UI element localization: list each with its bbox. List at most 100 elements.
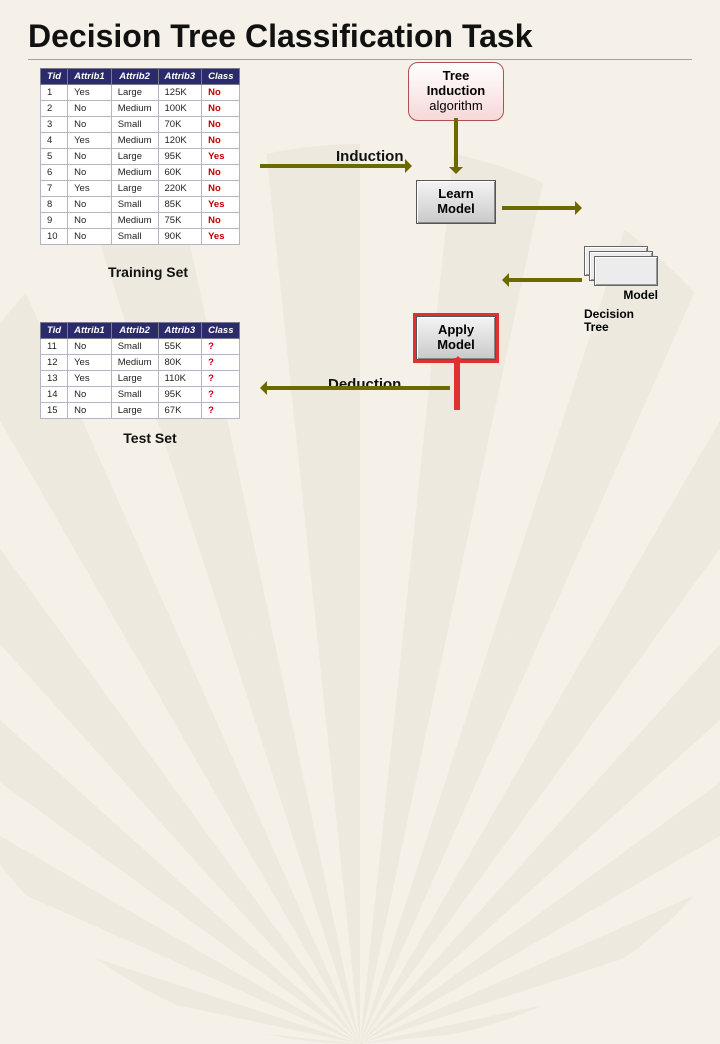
col-header: Tid	[41, 323, 68, 339]
cell: Medium	[111, 355, 158, 371]
cell: 95K	[158, 387, 202, 403]
cell: Yes	[202, 149, 240, 165]
cell: No	[202, 133, 240, 149]
induction-label: Induction	[336, 148, 404, 165]
cell: Yes	[68, 133, 112, 149]
cell: 8	[41, 197, 68, 213]
title-rule	[28, 59, 692, 60]
table-row: 7YesLarge220KNo	[41, 181, 240, 197]
cell: 100K	[158, 101, 202, 117]
cell: Large	[111, 181, 158, 197]
cell: 95K	[158, 149, 202, 165]
cell: Large	[111, 371, 158, 387]
cell: 10	[41, 229, 68, 245]
cell: 75K	[158, 213, 202, 229]
table-row: 3NoSmall70KNo	[41, 117, 240, 133]
cell: ?	[202, 355, 240, 371]
learn-model-box: Learn Model	[416, 180, 496, 224]
cell: No	[202, 101, 240, 117]
cell: ?	[202, 387, 240, 403]
col-header: Attrib1	[68, 323, 112, 339]
slide-title: Decision Tree Classification Task	[28, 18, 692, 55]
table-row: 5NoLarge95KYes	[41, 149, 240, 165]
model-label: Model	[623, 288, 658, 302]
arrow-algo-to-learn	[454, 118, 458, 172]
cell: No	[68, 229, 112, 245]
cell: 2	[41, 101, 68, 117]
cell: 110K	[158, 371, 202, 387]
cell: 3	[41, 117, 68, 133]
model-card	[594, 256, 658, 286]
table-row: 11NoSmall55K?	[41, 339, 240, 355]
note-line2: Tree	[584, 321, 634, 334]
cell: No	[202, 181, 240, 197]
cell: ?	[202, 403, 240, 419]
table-row: 10NoSmall90KYes	[41, 229, 240, 245]
col-header: Tid	[41, 69, 68, 85]
cell: No	[68, 197, 112, 213]
cell: 1	[41, 85, 68, 101]
table-row: 6NoMedium60KNo	[41, 165, 240, 181]
cell: Small	[111, 339, 158, 355]
cell: No	[202, 117, 240, 133]
cell: Medium	[111, 133, 158, 149]
col-header: Class	[202, 323, 240, 339]
table-row: 1YesLarge125KNo	[41, 85, 240, 101]
learn-line2: Model	[427, 202, 485, 217]
cell: Large	[111, 403, 158, 419]
table-row: 15NoLarge67K?	[41, 403, 240, 419]
cell: Small	[111, 197, 158, 213]
cell: Yes	[202, 229, 240, 245]
cell: 55K	[158, 339, 202, 355]
cell: No	[68, 213, 112, 229]
col-header: Attrib1	[68, 69, 112, 85]
cell: No	[68, 403, 112, 419]
col-header: Attrib2	[111, 323, 158, 339]
cell: No	[68, 387, 112, 403]
arrow-learn-to-model	[502, 206, 580, 210]
cell: 220K	[158, 181, 202, 197]
cell: Yes	[202, 197, 240, 213]
cell: 11	[41, 339, 68, 355]
cell: 85K	[158, 197, 202, 213]
col-header: Attrib2	[111, 69, 158, 85]
cell: Medium	[111, 213, 158, 229]
arrow-red-up-to-apply	[454, 358, 460, 410]
cell: 13	[41, 371, 68, 387]
cell: 67K	[158, 403, 202, 419]
diagram-stage: TidAttrib1Attrib2Attrib3Class1YesLarge12…	[28, 68, 692, 508]
cell: 7	[41, 181, 68, 197]
tree-induction-algorithm-box: Tree Induction algorithm	[408, 62, 504, 121]
cell: Large	[111, 85, 158, 101]
arrow-model-to-apply	[504, 278, 582, 282]
cell: 5	[41, 149, 68, 165]
cell: 60K	[158, 165, 202, 181]
test-caption: Test Set	[110, 430, 190, 446]
cell: No	[202, 213, 240, 229]
cell: Yes	[68, 181, 112, 197]
col-header: Attrib3	[158, 323, 202, 339]
cell: 12	[41, 355, 68, 371]
table-row: 12YesMedium80K?	[41, 355, 240, 371]
cell: Small	[111, 387, 158, 403]
apply-line1: Apply	[427, 323, 485, 338]
cell: Small	[111, 117, 158, 133]
decision-tree-note: Decision Tree	[584, 308, 634, 334]
cell: 120K	[158, 133, 202, 149]
algo-line1: Tree	[419, 69, 493, 84]
table-row: 14NoSmall95K?	[41, 387, 240, 403]
training-caption: Training Set	[98, 264, 198, 280]
col-header: Class	[202, 69, 240, 85]
cell: ?	[202, 339, 240, 355]
cell: No	[68, 339, 112, 355]
table-row: 13YesLarge110K?	[41, 371, 240, 387]
cell: No	[202, 85, 240, 101]
cell: No	[68, 101, 112, 117]
cell: 80K	[158, 355, 202, 371]
cell: No	[68, 165, 112, 181]
test-table: TidAttrib1Attrib2Attrib3Class11NoSmall55…	[40, 322, 240, 419]
model-stack: Model	[584, 246, 658, 286]
cell: 9	[41, 213, 68, 229]
cell: Yes	[68, 371, 112, 387]
deduction-label: Deduction	[328, 376, 401, 393]
